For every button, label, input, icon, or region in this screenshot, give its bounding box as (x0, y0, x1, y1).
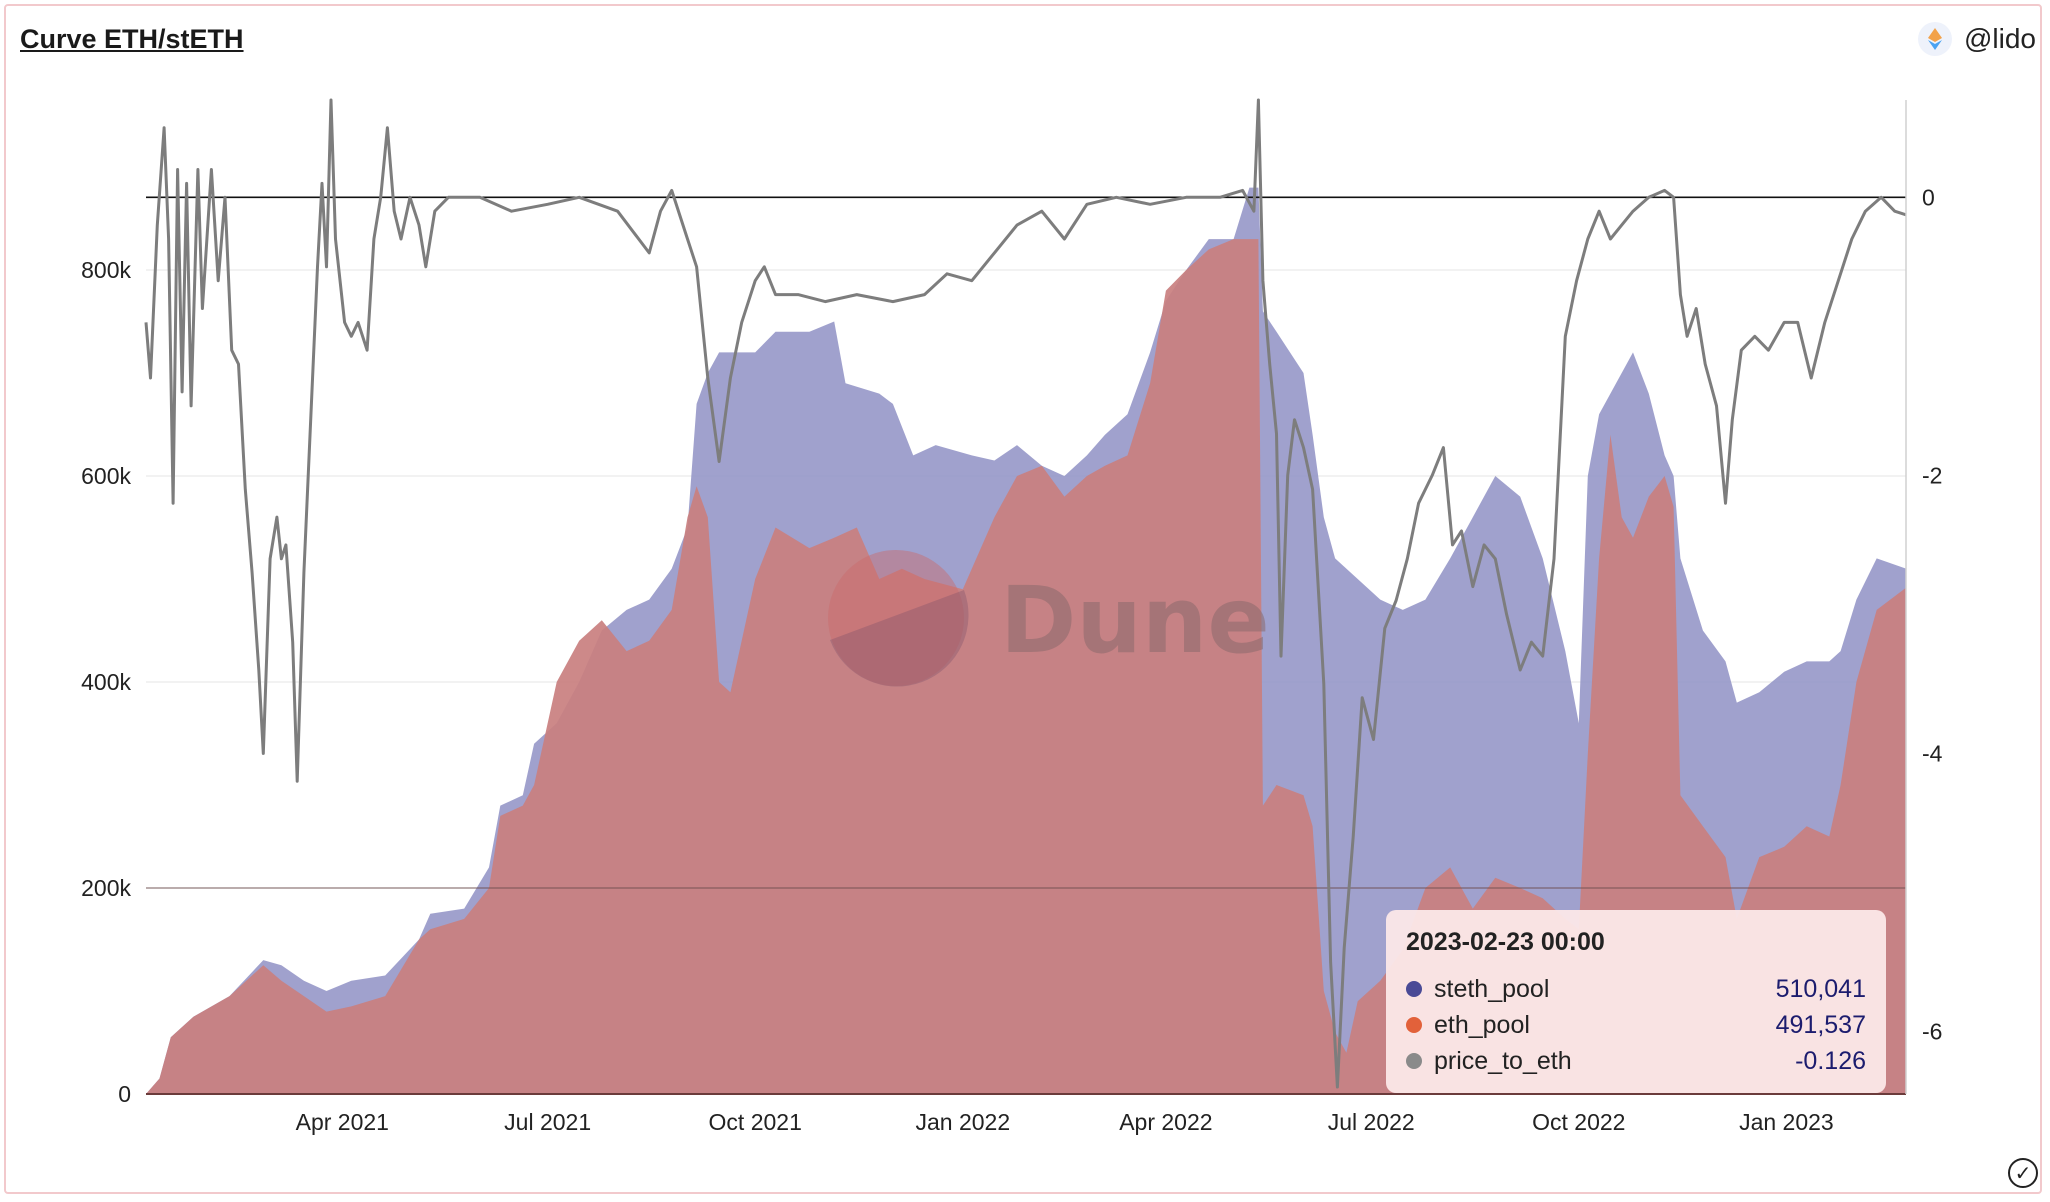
eth-dot-icon (1406, 1017, 1422, 1033)
dune-logo-shade (830, 590, 969, 687)
y-left-tick-label: 200k (81, 875, 131, 901)
y-right-tick-label: -4 (1922, 740, 1943, 766)
x-tick-label: Jul 2021 (504, 1109, 591, 1135)
price_to_eth-line (144, 98, 1907, 1089)
chart-title[interactable]: Curve ETH/stETH (20, 24, 244, 54)
steth-dot-icon (1406, 981, 1422, 997)
tooltip-series-value: 491,537 (1775, 1010, 1866, 1039)
watermark-text: Dune (1000, 567, 1270, 674)
x-tick-label: Oct 2022 (1532, 1109, 1625, 1135)
y-right-tick-label: -6 (1922, 1018, 1942, 1044)
tooltip-row-steth: steth_pool 510,041 (1406, 971, 1866, 1007)
x-tick-label: Oct 2021 (709, 1109, 802, 1135)
line-series (144, 98, 1907, 1089)
dune-logo-icon (828, 550, 964, 686)
tooltip-date: 2023-02-23 00:00 (1406, 928, 1605, 956)
tooltip-series-value: -0.126 (1795, 1046, 1866, 1075)
tooltip-series-value: 510,041 (1775, 974, 1866, 1003)
x-tick-label: Jul 2022 (1328, 1109, 1415, 1135)
tooltip-series-name: eth_pool (1434, 1010, 1530, 1039)
y-right-tick-label: -2 (1922, 462, 1942, 488)
user-name: @lido (1963, 23, 2036, 54)
dune-watermark: Dune (828, 550, 1270, 687)
tooltip-series-name: price_to_eth (1434, 1046, 1572, 1075)
area-series (146, 187, 1906, 1095)
x-tick-label: Jan 2023 (1739, 1109, 1834, 1135)
tooltip-row-eth: eth_pool 491,537 (1406, 1007, 1866, 1043)
eth_pool-area (146, 239, 1906, 1095)
user-badge[interactable]: @lido (1917, 22, 2036, 56)
y-left-tick-label: 400k (81, 669, 131, 695)
price-dot-icon (1406, 1053, 1422, 1069)
x-tick-label: Apr 2021 (296, 1109, 389, 1135)
lido-logo-icon (1917, 22, 1952, 56)
hover-tooltip: 2023-02-23 00:00 steth_pool 510,041 eth_… (1386, 910, 1886, 1093)
tooltip-series-name: steth_pool (1434, 974, 1550, 1003)
tooltip-row-price: price_to_eth -0.126 (1406, 1043, 1866, 1079)
axes: 0 200k 400k 600k 800k 0 -2 -4 -6 Apr 2021 Jul 2021… (81, 100, 1943, 1135)
y-left-tick-label: 0 (118, 1081, 131, 1107)
y-right-tick-label: 0 (1922, 184, 1935, 210)
y-left-tick-label: 600k (81, 463, 131, 489)
checkmark-icon[interactable]: ✓ (2008, 1158, 2038, 1188)
y-left-tick-label: 800k (81, 257, 131, 283)
x-tick-label: Jan 2022 (916, 1109, 1011, 1135)
x-tick-label: Apr 2022 (1119, 1109, 1212, 1135)
